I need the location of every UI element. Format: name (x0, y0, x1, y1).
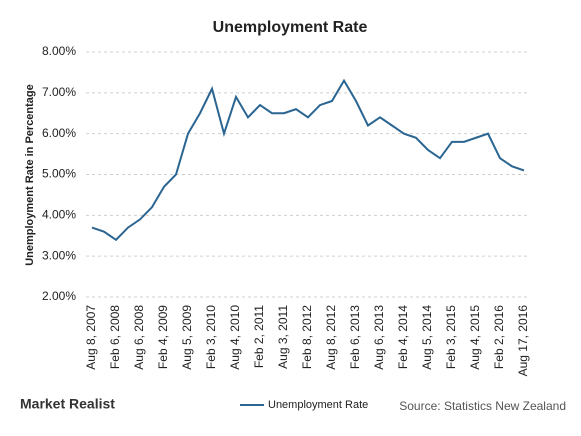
legend-label: Unemployment Rate (268, 399, 368, 411)
y-tick-label: 2.00% (42, 289, 76, 303)
x-tick-label: Feb 2, 2011 (252, 305, 266, 368)
x-tick-label: Feb 3, 2010 (204, 305, 218, 369)
y-tick-label: 6.00% (42, 126, 76, 140)
source: Source: Statistics New Zealand (399, 399, 566, 413)
x-tick-label: Feb 6, 2013 (348, 305, 362, 369)
chart-title: Unemployment Rate (213, 19, 368, 36)
y-tick-label: 8.00% (42, 44, 76, 58)
x-tick-label: Aug 5, 2014 (420, 305, 434, 370)
x-tick-label: Feb 6, 2008 (108, 305, 122, 369)
x-tick-label: Feb 8, 2012 (300, 305, 314, 369)
x-tick-label: Aug 8, 2007 (84, 305, 98, 370)
x-tick-label: Aug 8, 2012 (324, 305, 338, 370)
x-tick-label: Feb 4, 2014 (396, 305, 410, 369)
y-tick-label: 7.00% (42, 85, 76, 99)
y-axis-label: Unemployment Rate in Percentage (24, 84, 36, 266)
x-tick-label: Feb 4, 2009 (156, 305, 170, 369)
logo: Market Realist (20, 396, 115, 412)
line (91, 78, 525, 242)
x-tick-label: Aug 6, 2013 (372, 305, 386, 370)
x-tick-label: Aug 5, 2009 (180, 305, 194, 370)
x-tick-label: Aug 17, 2016 (516, 305, 530, 377)
x-tick-label: Aug 4, 2010 (228, 305, 242, 370)
x-tick-label: Feb 3, 2015 (444, 305, 458, 369)
y-tick-label: 5.00% (42, 167, 76, 181)
x-tick-label: Feb 2, 2016 (492, 305, 506, 369)
x-tick-label: Aug 3, 2011 (276, 305, 290, 369)
y-tick-label: 3.00% (42, 248, 76, 262)
x-tick-label: Aug 4, 2015 (468, 305, 482, 370)
y-tick-label: 4.00% (42, 208, 76, 222)
x-tick-label: Aug 6, 2008 (132, 305, 146, 370)
